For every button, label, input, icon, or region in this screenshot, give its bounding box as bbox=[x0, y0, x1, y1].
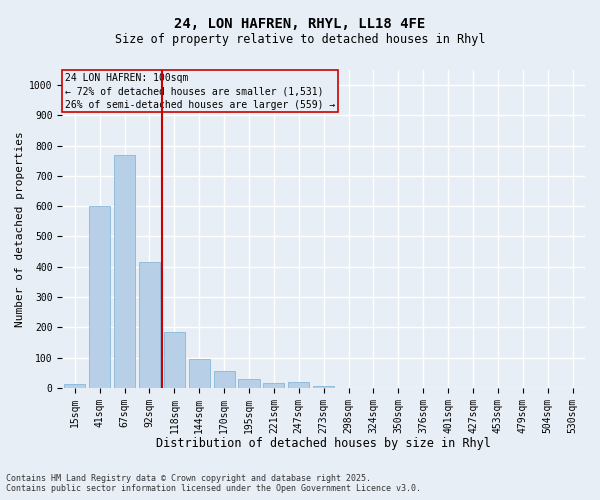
Text: Size of property relative to detached houses in Rhyl: Size of property relative to detached ho… bbox=[115, 32, 485, 46]
Bar bbox=[188, 359, 210, 388]
Bar bbox=[164, 332, 185, 388]
Bar bbox=[214, 371, 235, 388]
Bar bbox=[313, 386, 334, 388]
Y-axis label: Number of detached properties: Number of detached properties bbox=[15, 131, 25, 327]
Bar bbox=[288, 382, 310, 388]
Text: 24 LON HAFREN: 100sqm
← 72% of detached houses are smaller (1,531)
26% of semi-d: 24 LON HAFREN: 100sqm ← 72% of detached … bbox=[65, 73, 335, 110]
Text: Contains HM Land Registry data © Crown copyright and database right 2025.: Contains HM Land Registry data © Crown c… bbox=[6, 474, 371, 483]
Bar bbox=[89, 206, 110, 388]
Text: Contains public sector information licensed under the Open Government Licence v3: Contains public sector information licen… bbox=[6, 484, 421, 493]
Bar bbox=[238, 379, 260, 388]
Bar bbox=[64, 384, 85, 388]
Bar bbox=[139, 262, 160, 388]
Bar bbox=[114, 155, 135, 388]
X-axis label: Distribution of detached houses by size in Rhyl: Distribution of detached houses by size … bbox=[156, 437, 491, 450]
Bar bbox=[263, 384, 284, 388]
Text: 24, LON HAFREN, RHYL, LL18 4FE: 24, LON HAFREN, RHYL, LL18 4FE bbox=[175, 18, 425, 32]
